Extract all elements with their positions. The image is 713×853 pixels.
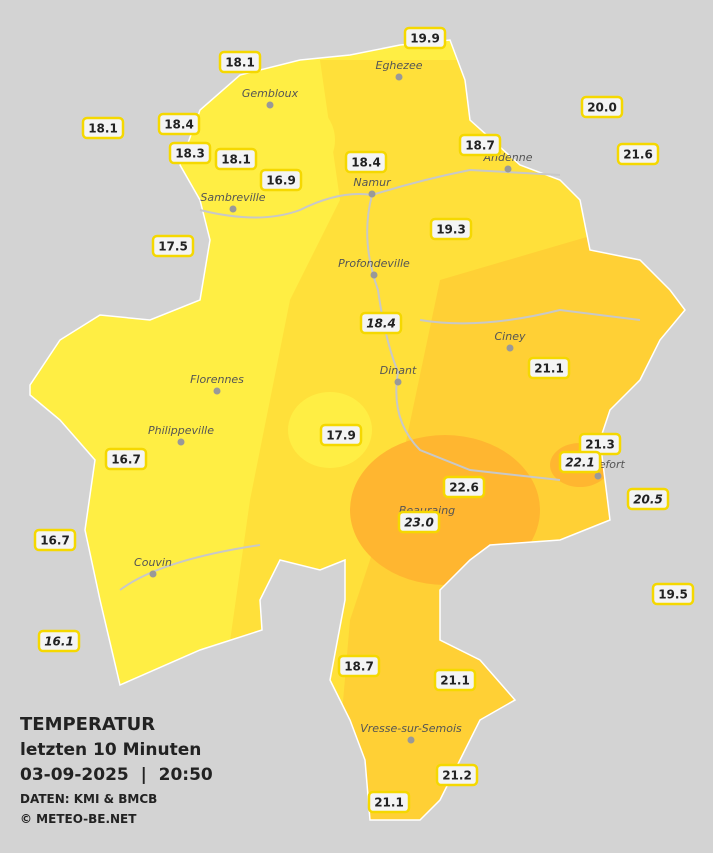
station-box xyxy=(214,147,258,171)
station-value: 16.1 xyxy=(44,635,74,649)
timestamp: 03-09-2025 | 20:50 xyxy=(20,765,213,785)
station-value: 18.4 xyxy=(366,317,396,331)
station-value: 23.0 xyxy=(404,516,434,530)
station-value: 21.2 xyxy=(442,769,472,783)
station-value: 16.7 xyxy=(40,534,70,548)
station-box xyxy=(558,450,602,474)
city-dot xyxy=(394,378,402,386)
station-box xyxy=(580,95,624,119)
station-box xyxy=(157,112,201,136)
city-name: Sambreville xyxy=(200,191,265,204)
station-box xyxy=(616,142,660,166)
city-dot xyxy=(368,190,376,198)
city-dot xyxy=(506,344,514,352)
station-box xyxy=(104,447,148,471)
city-name: Ciney xyxy=(495,330,526,343)
city-dot xyxy=(229,205,237,213)
station-value: 18.4 xyxy=(351,156,381,170)
station-value: 21.3 xyxy=(585,438,615,452)
station-box xyxy=(337,654,381,678)
station-value: 19.9 xyxy=(410,32,440,46)
city-dot xyxy=(149,570,157,578)
station-box xyxy=(319,423,363,447)
station-value: 22.1 xyxy=(565,456,595,470)
station-box xyxy=(626,487,670,511)
station-value: 22.6 xyxy=(449,481,479,495)
city-dot xyxy=(594,472,602,480)
station-value: 21.1 xyxy=(534,362,564,376)
station-box xyxy=(151,234,195,258)
station-box xyxy=(458,133,502,157)
station-box xyxy=(433,668,477,692)
station-box xyxy=(344,150,388,174)
city-name: Philippeville xyxy=(148,424,214,437)
labels: EghezeeGemblouxAndenneNamurSambrevillePr… xyxy=(33,26,695,814)
station-box xyxy=(259,168,303,192)
title: TEMPERATUR xyxy=(20,714,155,735)
city-name: Vresse-sur-Semois xyxy=(360,722,462,735)
source: DATEN: KMI & BMCB xyxy=(20,792,157,806)
station-value: 21.1 xyxy=(374,796,404,810)
city-dot xyxy=(266,101,274,109)
station-value: 18.1 xyxy=(225,56,255,70)
station-value: 19.3 xyxy=(436,223,466,237)
city-name: Florennes xyxy=(190,373,244,386)
station-value: 18.7 xyxy=(344,660,374,674)
station-value: 17.9 xyxy=(326,429,356,443)
station-value: 19.5 xyxy=(658,588,688,602)
station-box xyxy=(435,763,479,787)
station-value: 18.1 xyxy=(88,122,118,136)
city-dot xyxy=(407,736,415,744)
station-value: 16.7 xyxy=(111,453,141,467)
station-box xyxy=(397,510,441,534)
station-value: 20.0 xyxy=(587,101,617,115)
station-box xyxy=(359,311,403,335)
station-box xyxy=(442,475,486,499)
city-name: Dinant xyxy=(380,364,417,377)
station-value: 18.1 xyxy=(221,153,251,167)
city-dot xyxy=(177,438,185,446)
station-box xyxy=(429,217,473,241)
city-name: Profondeville xyxy=(338,257,410,270)
city-dot xyxy=(213,387,221,395)
city-name: Eghezee xyxy=(376,59,423,72)
station-value: 18.7 xyxy=(465,139,495,153)
city-name: Couvin xyxy=(134,556,172,569)
station-value: 17.5 xyxy=(158,240,188,254)
station-box xyxy=(218,50,262,74)
station-box xyxy=(367,790,411,814)
station-box xyxy=(403,26,447,50)
station-value: 20.5 xyxy=(633,493,663,507)
station-box xyxy=(33,528,77,552)
city-name: Namur xyxy=(353,176,392,189)
station-box xyxy=(651,582,695,606)
station-box xyxy=(168,141,212,165)
station-value: 21.1 xyxy=(440,674,470,688)
copyright: © METEO-BE.NET xyxy=(20,812,137,826)
station-value: 18.3 xyxy=(175,147,205,161)
rivers xyxy=(119,168,641,591)
city-name: Gembloux xyxy=(242,87,299,100)
station-value: 16.9 xyxy=(266,174,296,188)
station-box xyxy=(81,116,125,140)
city-dot xyxy=(370,271,378,279)
city-dot xyxy=(504,165,512,173)
station-value: 18.4 xyxy=(164,118,194,132)
station-box xyxy=(37,629,81,653)
station-value: 21.6 xyxy=(623,148,653,162)
subtitle: letzten 10 Minuten xyxy=(20,740,201,760)
station-box xyxy=(527,356,571,380)
city-dot xyxy=(395,73,403,81)
